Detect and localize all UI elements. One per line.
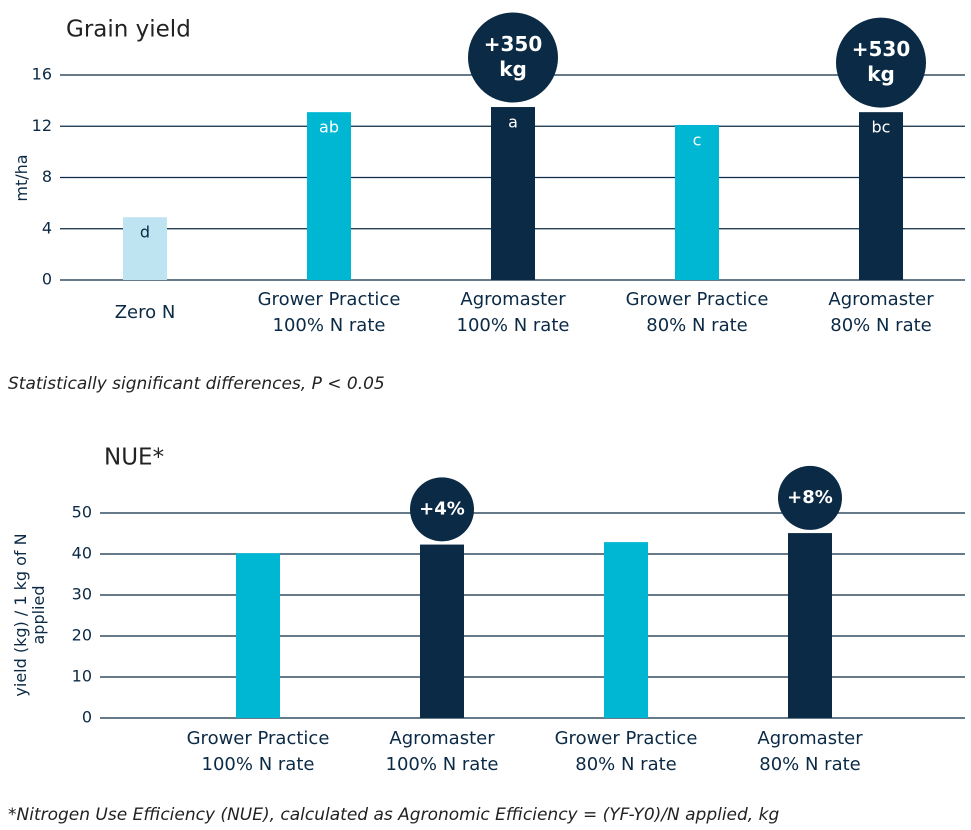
y-tick-label: 30	[72, 585, 92, 604]
badge	[836, 17, 926, 108]
x-tick-label: Agromaster 80% N rate	[828, 289, 934, 336]
x-tick-label: Grower Practice 100% N rate	[187, 728, 330, 775]
significance-letter: c	[693, 130, 702, 149]
bar	[236, 553, 280, 718]
bar	[123, 217, 167, 280]
badge-label: +350 kg	[484, 32, 543, 81]
x-tick-label: Agromaster 100% N rate	[386, 728, 499, 775]
bar	[307, 112, 351, 280]
x-tick-label: Grower Practice 100% N rate	[258, 289, 401, 336]
significance-letter: ab	[319, 118, 339, 137]
badge-label: +8%	[787, 487, 833, 508]
y-tick-label: 50	[72, 503, 92, 522]
y-tick-label: 40	[72, 544, 92, 563]
y-tick-label: 8	[42, 167, 52, 186]
bar	[859, 112, 903, 280]
bar	[675, 124, 719, 280]
y-tick-label: 16	[32, 65, 52, 84]
x-tick-label: Grower Practice 80% N rate	[555, 728, 698, 775]
bar	[788, 533, 832, 718]
x-tick-label: Agromaster 100% N rate	[457, 289, 570, 336]
footnote: *Nitrogen Use Efficiency (NUE), calculat…	[8, 805, 779, 825]
badge-label: +530 kg	[852, 37, 911, 86]
significance-letter: a	[508, 113, 518, 132]
y-tick-label: 12	[32, 116, 52, 135]
chart-title: NUE*	[104, 445, 164, 471]
y-axis-label: mt/ha	[12, 154, 31, 201]
y-tick-label: 0	[82, 708, 92, 727]
significance-letter: bc	[872, 118, 891, 137]
chart-title: Grain yield	[66, 17, 191, 43]
y-tick-label: 0	[42, 270, 52, 289]
x-tick-label: Zero N	[115, 302, 176, 323]
x-tick-label: Agromaster 80% N rate	[757, 728, 863, 775]
badge	[410, 477, 474, 542]
y-axis-label: yield (kg) / 1 kg of Napplied	[11, 533, 48, 696]
footnote: Statistically significant differences, P…	[8, 374, 385, 394]
x-tick-label: Grower Practice 80% N rate	[626, 289, 769, 336]
badge-label: +4%	[419, 498, 465, 519]
bar	[420, 544, 464, 718]
significance-letter: d	[140, 223, 150, 242]
y-tick-label: 10	[72, 667, 92, 686]
badge	[778, 465, 842, 530]
bar	[491, 107, 535, 280]
badge	[468, 12, 558, 103]
y-tick-label: 20	[72, 626, 92, 645]
y-tick-label: 4	[42, 218, 52, 237]
bar	[604, 542, 648, 718]
